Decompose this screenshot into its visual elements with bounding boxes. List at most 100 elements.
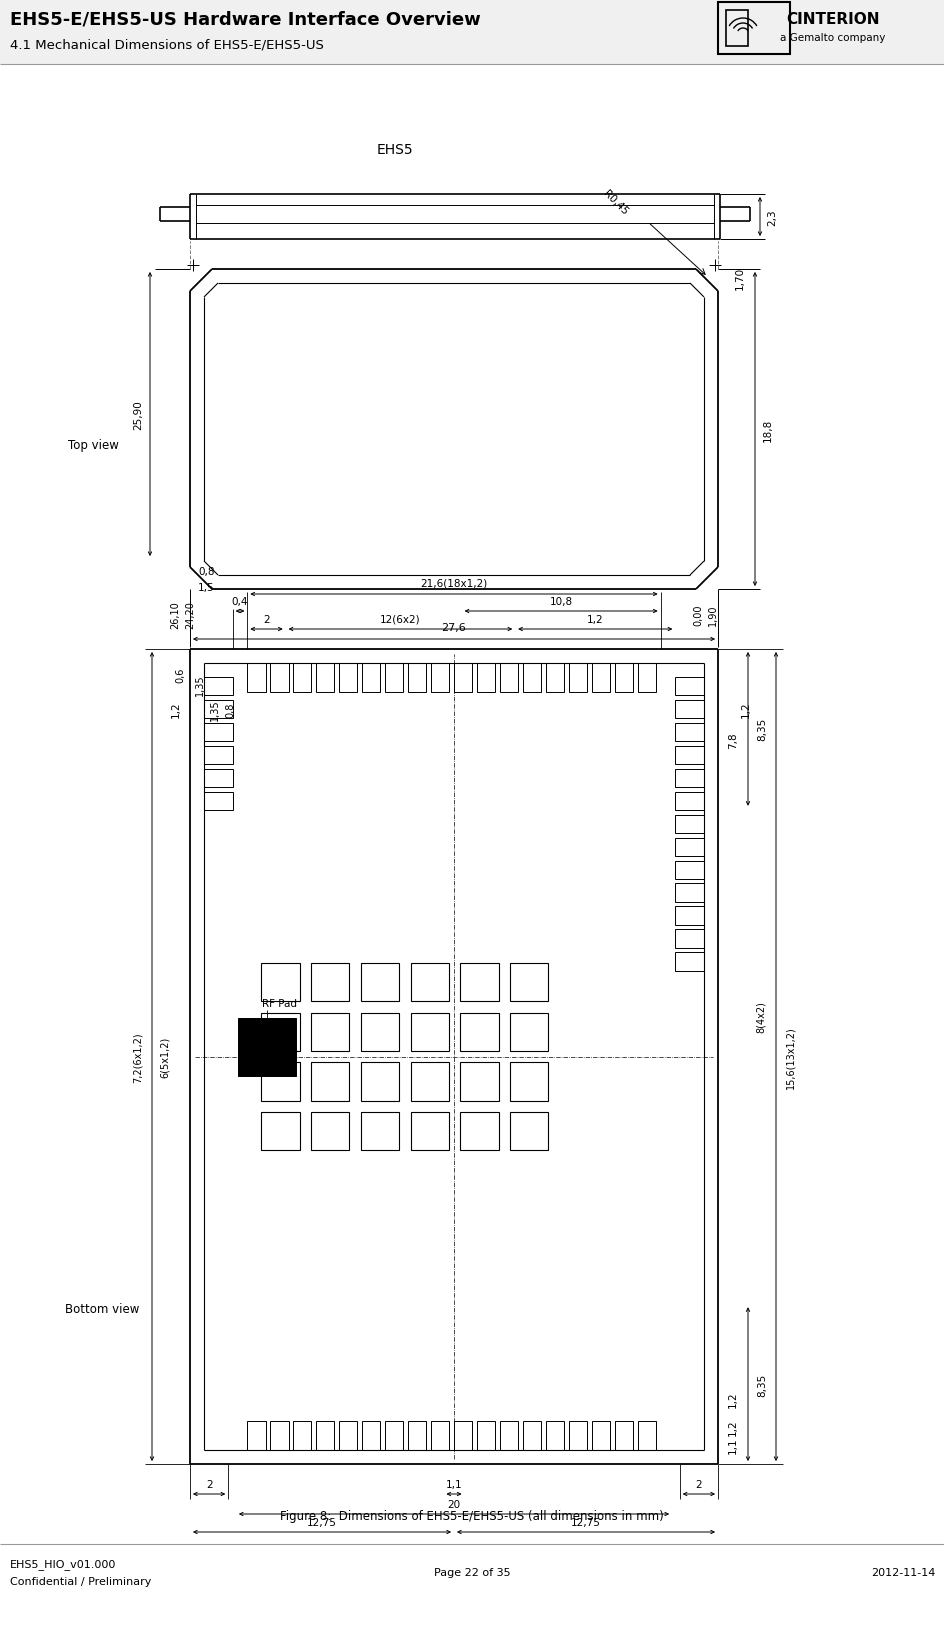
- Text: 2: 2: [695, 1478, 701, 1490]
- Text: 2012-11-14: 2012-11-14: [869, 1567, 934, 1577]
- Text: 12(6x2): 12(6x2): [379, 615, 420, 624]
- Text: 27,6: 27,6: [441, 623, 466, 633]
- Bar: [460, 1013, 498, 1051]
- Text: 1,2: 1,2: [586, 615, 603, 624]
- Text: 7,8: 7,8: [727, 731, 737, 749]
- Bar: [477, 1421, 495, 1451]
- Bar: [204, 769, 232, 787]
- Bar: [453, 1421, 472, 1451]
- Bar: [591, 1421, 609, 1451]
- Bar: [408, 1421, 426, 1451]
- Text: 0,4: 0,4: [231, 597, 248, 606]
- Bar: [717, 3, 789, 56]
- Bar: [204, 723, 232, 741]
- Bar: [725, 11, 748, 48]
- Bar: [460, 1113, 498, 1151]
- Bar: [477, 664, 495, 692]
- Text: a Gemalto company: a Gemalto company: [780, 33, 885, 43]
- Text: 15,6(13x1,2): 15,6(13x1,2): [784, 1026, 794, 1088]
- Bar: [311, 1013, 349, 1051]
- Bar: [614, 664, 632, 692]
- Bar: [339, 1421, 357, 1451]
- Bar: [247, 664, 265, 692]
- Bar: [270, 1421, 288, 1451]
- Bar: [675, 700, 703, 718]
- Text: 2: 2: [206, 1478, 212, 1490]
- Text: 1,35: 1,35: [210, 698, 220, 721]
- Text: 10,8: 10,8: [549, 597, 572, 606]
- Bar: [499, 1421, 517, 1451]
- Bar: [385, 1421, 403, 1451]
- Bar: [460, 1062, 498, 1101]
- Text: 0,00: 0,00: [692, 603, 702, 626]
- Bar: [362, 1421, 379, 1451]
- Bar: [430, 664, 448, 692]
- Bar: [270, 664, 288, 692]
- Bar: [311, 1062, 349, 1101]
- Text: 1,35: 1,35: [194, 674, 205, 695]
- Bar: [361, 1013, 398, 1051]
- Bar: [293, 1421, 312, 1451]
- Text: 1,90: 1,90: [707, 603, 717, 626]
- Bar: [591, 664, 609, 692]
- Bar: [675, 677, 703, 695]
- Bar: [261, 964, 299, 1001]
- Bar: [204, 677, 232, 695]
- Bar: [675, 769, 703, 787]
- Bar: [510, 1013, 548, 1051]
- Bar: [675, 815, 703, 833]
- Bar: [339, 664, 357, 692]
- Text: 1,2: 1,2: [727, 1392, 737, 1408]
- Text: 24,20: 24,20: [185, 602, 194, 628]
- Text: 0,6: 0,6: [175, 667, 185, 683]
- Text: 8,35: 8,35: [756, 1373, 767, 1396]
- Text: 20: 20: [447, 1500, 460, 1510]
- Bar: [411, 1013, 448, 1051]
- Bar: [510, 964, 548, 1001]
- Bar: [261, 1113, 299, 1151]
- Text: Figure 8:  Dimensions of EHS5-E/EHS5-US (all dimensions in mm): Figure 8: Dimensions of EHS5-E/EHS5-US (…: [279, 1510, 664, 1523]
- Bar: [675, 792, 703, 810]
- Text: 2: 2: [263, 615, 270, 624]
- Bar: [546, 1421, 564, 1451]
- Text: 8,35: 8,35: [756, 718, 767, 741]
- Text: 6(5x1,2): 6(5x1,2): [160, 1036, 170, 1077]
- Text: Bottom view: Bottom view: [65, 1303, 139, 1316]
- Bar: [675, 860, 703, 879]
- Bar: [568, 664, 586, 692]
- Bar: [204, 746, 232, 764]
- Bar: [311, 964, 349, 1001]
- Bar: [637, 664, 655, 692]
- Bar: [430, 1421, 448, 1451]
- Bar: [675, 883, 703, 901]
- Bar: [675, 952, 703, 970]
- Bar: [238, 1018, 295, 1075]
- Bar: [361, 1113, 398, 1151]
- Text: 7,2(6x1,2): 7,2(6x1,2): [133, 1031, 143, 1082]
- Bar: [316, 664, 334, 692]
- Bar: [411, 1113, 448, 1151]
- Bar: [510, 1113, 548, 1151]
- Text: 25,90: 25,90: [133, 400, 143, 429]
- Text: 0,8: 0,8: [225, 701, 235, 718]
- Text: EHS5: EHS5: [377, 143, 413, 157]
- Bar: [311, 1113, 349, 1151]
- Bar: [510, 1062, 548, 1101]
- Text: R0,45: R0,45: [601, 188, 630, 216]
- Bar: [261, 1013, 299, 1051]
- Bar: [522, 1421, 541, 1451]
- Text: 1,2: 1,2: [727, 1419, 737, 1436]
- Bar: [0, 0, 944, 66]
- Bar: [568, 1421, 586, 1451]
- Bar: [411, 1062, 448, 1101]
- Bar: [522, 664, 541, 692]
- Bar: [614, 1421, 632, 1451]
- Bar: [247, 1421, 265, 1451]
- Text: 8(4x2): 8(4x2): [755, 1001, 766, 1033]
- Text: 18,8: 18,8: [762, 418, 772, 441]
- Text: 1,70: 1,70: [734, 266, 744, 290]
- Text: 4.1 Mechanical Dimensions of EHS5-E/EHS5-US: 4.1 Mechanical Dimensions of EHS5-E/EHS5…: [10, 38, 324, 51]
- Bar: [546, 664, 564, 692]
- Text: 26,10: 26,10: [170, 602, 179, 628]
- Bar: [385, 664, 403, 692]
